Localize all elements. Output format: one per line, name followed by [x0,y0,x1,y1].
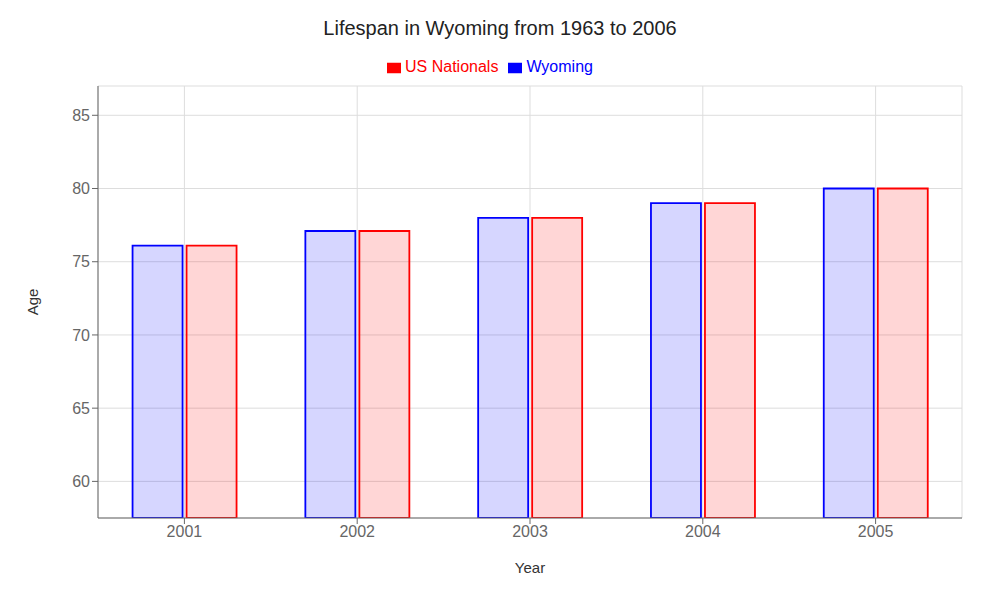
svg-text:Year: Year [515,559,545,576]
svg-text:Age: Age [24,289,41,316]
svg-text:2003: 2003 [512,523,548,540]
svg-text:60: 60 [72,473,90,490]
svg-text:75: 75 [72,253,90,270]
html-text:Wyoming: Wyoming [526,58,593,75]
svg-text:80: 80 [72,180,90,197]
svg-text:65: 65 [72,400,90,417]
svg-text:70: 70 [72,327,90,344]
html-text:US Nationals: US Nationals [405,58,499,75]
html-text:Lifespan in Wyoming from 1963: Lifespan in Wyoming from 1963 to 2006 [323,17,677,39]
svg-text:2004: 2004 [685,523,721,540]
svg-text:2001: 2001 [167,523,203,540]
svg-text:85: 85 [72,107,90,124]
svg-text:2002: 2002 [339,523,375,540]
svg-text:2005: 2005 [858,523,894,540]
